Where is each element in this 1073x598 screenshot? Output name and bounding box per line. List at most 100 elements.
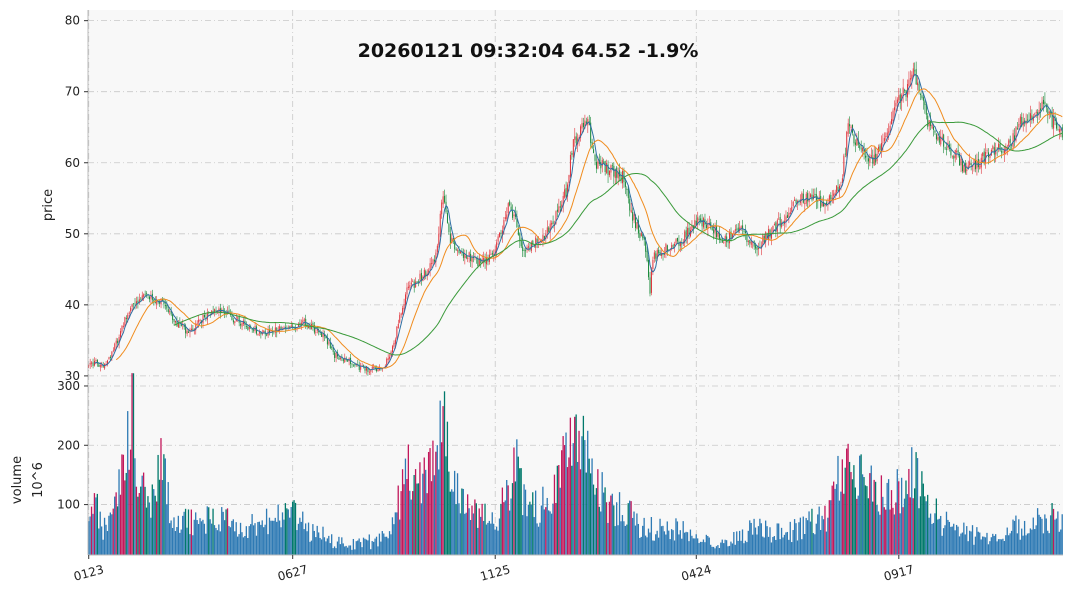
volume-bar [267,534,269,555]
volume-bar [403,484,405,555]
volume-bar [835,484,838,555]
volume-bar [493,523,495,555]
candle-body [321,331,323,337]
candle-body [882,141,884,143]
candle-body [99,364,101,368]
candle-body [744,231,746,233]
candle-body [648,259,650,278]
candle-body [425,271,427,277]
volume-bar [610,495,612,555]
x-tick-label: 1125 [479,562,512,583]
candle-body [963,164,965,172]
volume-bar [987,544,990,555]
volume-bar [414,469,417,555]
volume-bar [533,517,535,555]
candle-body [665,243,667,254]
volume-bar [611,493,613,555]
candle-body [778,218,780,220]
volume-bar [370,549,372,555]
volume-bar [843,493,845,555]
volume-bar [989,541,991,555]
volume-bar [179,532,181,555]
candle-body [801,193,803,200]
candle-body [318,331,320,333]
candle-body [711,227,713,231]
volume-bar [928,517,930,555]
volume-bar [831,485,833,555]
candle-body [995,149,997,155]
volume-bar [665,534,667,555]
volume-bar [886,482,888,555]
x-tick-label: 0917 [882,562,915,583]
volume-bar [400,491,402,555]
volume-bar [895,502,897,555]
candle-body [279,326,281,332]
candle-body [775,222,777,233]
candle-body [444,195,446,203]
candle-body [457,250,459,252]
candle-body [950,148,952,156]
volume-bar [976,527,978,555]
candle-body [1002,151,1004,153]
volume-bar [284,503,287,555]
volume-bar [513,447,515,555]
candle-body [548,227,550,232]
volume-bar [814,534,816,555]
candle-body [558,206,560,212]
volume-bar [578,430,580,555]
volume-bar [306,531,308,555]
volume-bar [749,520,751,555]
candle-body [966,169,968,172]
volume-bar [452,491,454,555]
volume-bar [514,481,517,555]
volume-bar [326,538,328,555]
candle-body [202,314,204,324]
candle-body [622,170,624,184]
candle-body [387,357,389,361]
volume-bar [223,520,226,555]
moving-average-line [115,88,1063,369]
candle-body [396,326,398,339]
candle-body [532,240,534,246]
candle-body [927,115,929,127]
volume-bar [111,514,113,555]
candle-body [297,323,299,327]
candle-body [125,318,127,320]
candle-body [979,165,981,170]
volume-bar [534,490,537,555]
candle-body [773,224,775,226]
candle-body [441,202,443,215]
candle-body [525,250,527,252]
candle-body [830,194,832,200]
volume-bar [527,504,530,555]
candle-body [705,224,707,229]
moving-average-lines [94,73,1063,371]
volume-bar [948,521,951,555]
candle-body [911,74,913,79]
candle-body [251,328,253,330]
candle-body [999,143,1001,151]
volume-bar [921,471,923,555]
candle-body [312,323,314,326]
volume-bar [251,514,253,555]
volume-bar [981,536,984,555]
candle-body [865,155,867,158]
price-tick-label: 60 [65,156,80,170]
volume-bar [1035,525,1037,555]
volume-bar [202,519,204,555]
volume-bar [96,493,98,555]
volume-bar [924,496,926,555]
candle-body [998,143,1000,149]
volume-bar [338,536,340,555]
candle-body [431,263,433,265]
volume-bar [286,508,288,555]
candle-body [556,209,558,212]
volume-bar [906,494,909,555]
candle-body [938,136,940,143]
volume-bar [728,545,731,555]
volume-bar [723,543,725,555]
candle-body [917,82,919,86]
candle-body [406,287,408,295]
candle-body [522,246,524,252]
volume-bar [581,436,583,555]
